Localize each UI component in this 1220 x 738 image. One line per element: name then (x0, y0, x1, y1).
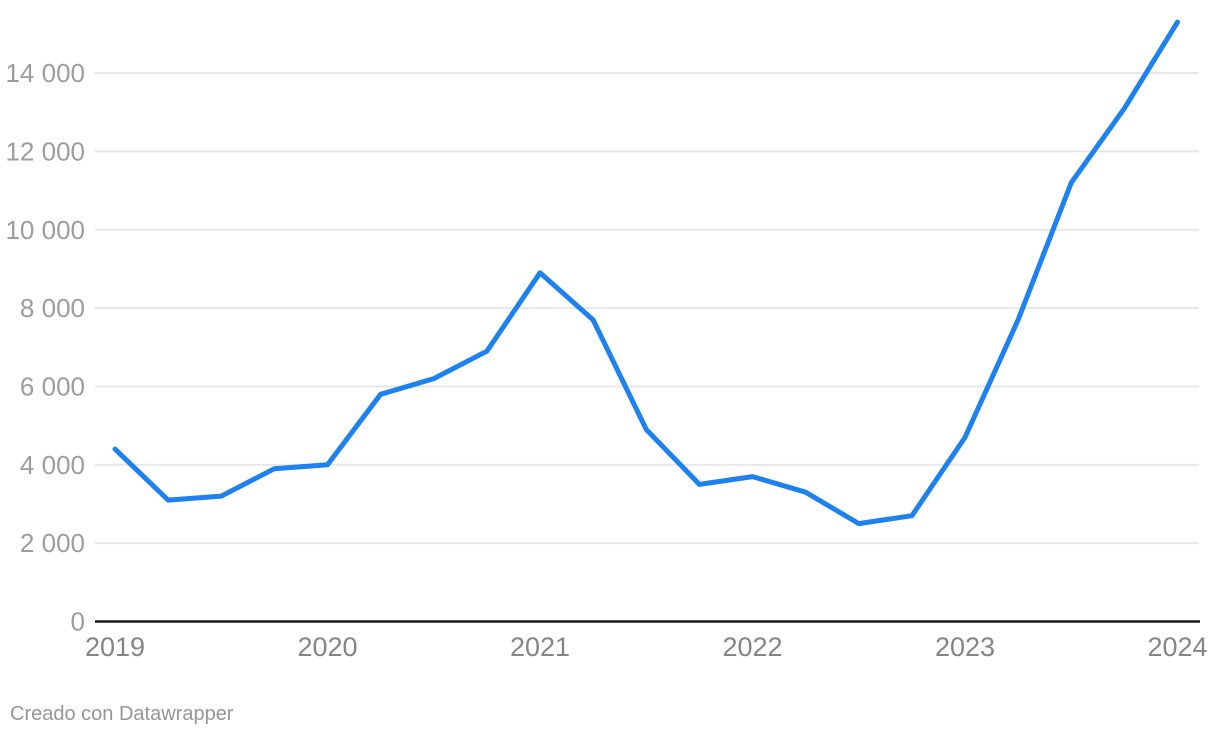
y-tick-label: 2 000 (20, 528, 85, 558)
line-chart: 0 2 000 4 000 6 000 8 000 10 000 12 000 14 000 2… (5, 19, 1208, 662)
y-tick-label: 4 000 (20, 450, 85, 480)
y-tick-label: 0 (71, 607, 85, 637)
y-tick-label: 10 000 (5, 215, 85, 245)
x-tick-label: 2019 (85, 632, 145, 662)
data-line-series (112, 19, 1180, 527)
y-tick-label: 8 000 (20, 293, 85, 323)
x-tick-label: 2022 (722, 632, 782, 662)
y-tick-label: 12 000 (5, 136, 85, 166)
datawrapper-link[interactable]: Datawrapper (118, 703, 234, 725)
x-tick-label: 2021 (510, 632, 570, 662)
x-tick-label: 2024 (1147, 632, 1207, 662)
y-tick-label: 6 000 (20, 371, 85, 401)
credit-prefix: Creado con (10, 703, 119, 725)
chart-container: 0 2 000 4 000 6 000 8 000 10 000 12 000 14 000 2… (5, 19, 1208, 662)
x-tick-label: 2020 (297, 632, 357, 662)
x-tick-label: 2023 (935, 632, 995, 662)
y-tick-label: 14 000 (5, 58, 85, 88)
chart-credit: Creado con Datawrapper (10, 702, 233, 726)
